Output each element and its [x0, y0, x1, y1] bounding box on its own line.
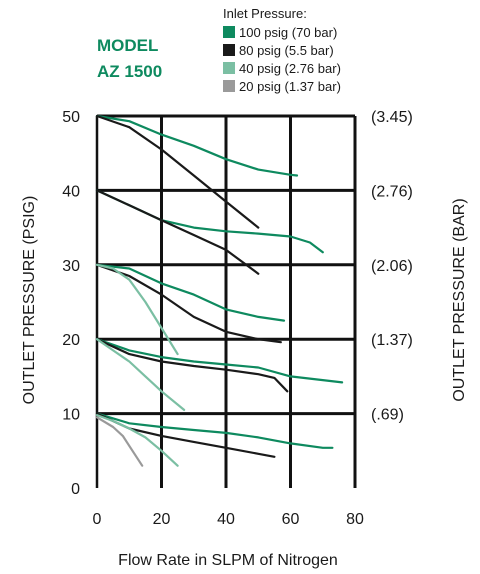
series-line [95, 263, 282, 344]
legend-label: 100 psig (70 bar) [239, 24, 338, 40]
y-axis-title: OUTLET PRESSURE (PSIG) [21, 196, 38, 405]
y-tick-label: 20 [62, 332, 80, 349]
x-axis-title: Flow Rate in SLPM of Nitrogen [118, 552, 338, 569]
legend-item: 100 psig (70 bar) [223, 23, 341, 41]
legend-title: Inlet Pressure: [223, 6, 307, 21]
series-line [95, 416, 144, 467]
legend-item: 80 psig (5.5 bar) [223, 41, 341, 59]
x-tick-label: 80 [346, 511, 364, 528]
legend-swatch [223, 80, 235, 92]
model-label-line2: AZ 1500 [97, 62, 163, 81]
legend-swatch [223, 62, 235, 74]
series-line [95, 189, 260, 275]
series-lines [95, 114, 344, 467]
model-label: MODEL AZ 1500 [97, 36, 162, 82]
series-line [95, 338, 289, 393]
x-tick-label: 60 [282, 511, 300, 528]
series-line [95, 263, 179, 356]
legend: Inlet Pressure: 100 psig (70 bar) 80 psig… [223, 6, 341, 95]
series-line [95, 412, 334, 449]
x-tick-label: 40 [217, 511, 235, 528]
legend-label: 40 psig (2.76 bar) [239, 60, 341, 76]
legend-label: 80 psig (5.5 bar) [239, 42, 334, 58]
y-tick-label: 40 [62, 183, 80, 200]
x-tick-label: 20 [153, 511, 171, 528]
series-line [95, 263, 286, 322]
legend-swatch [223, 44, 235, 56]
y2-tick-label: (3.45) [371, 109, 413, 126]
legend-label: 20 psig (1.37 bar) [239, 78, 341, 94]
y-tick-label: 30 [62, 258, 80, 275]
series-line [95, 338, 186, 411]
legend-item: 40 psig (2.76 bar) [223, 59, 341, 77]
legend-item: 20 psig (1.37 bar) [223, 77, 341, 95]
y2-tick-label: (.69) [371, 407, 404, 424]
series-line [95, 114, 299, 177]
y-tick-label: 0 [71, 481, 80, 498]
series-line [95, 114, 260, 229]
legend-swatch [223, 26, 235, 38]
tick-labels: 0 20 40 60 80 0 10 20 30 40 50 (.69) (1.37) (2.06) (2.… [62, 109, 413, 528]
y2-tick-label: (1.37) [371, 332, 413, 349]
y-tick-label: 10 [62, 407, 80, 424]
series-line [95, 414, 179, 467]
y2-tick-label: (2.06) [371, 258, 413, 275]
x-tick-label: 0 [93, 511, 102, 528]
y-tick-label: 50 [62, 109, 80, 126]
legend-items: 100 psig (70 bar) 80 psig (5.5 bar) 40 psi… [223, 23, 341, 95]
grid [95, 114, 357, 488]
y2-tick-label: (2.76) [371, 183, 413, 200]
y2-axis-title: OUTLET PRESSURE (BAR) [451, 198, 468, 401]
series-line [95, 338, 344, 384]
model-label-line1: MODEL [97, 36, 159, 55]
